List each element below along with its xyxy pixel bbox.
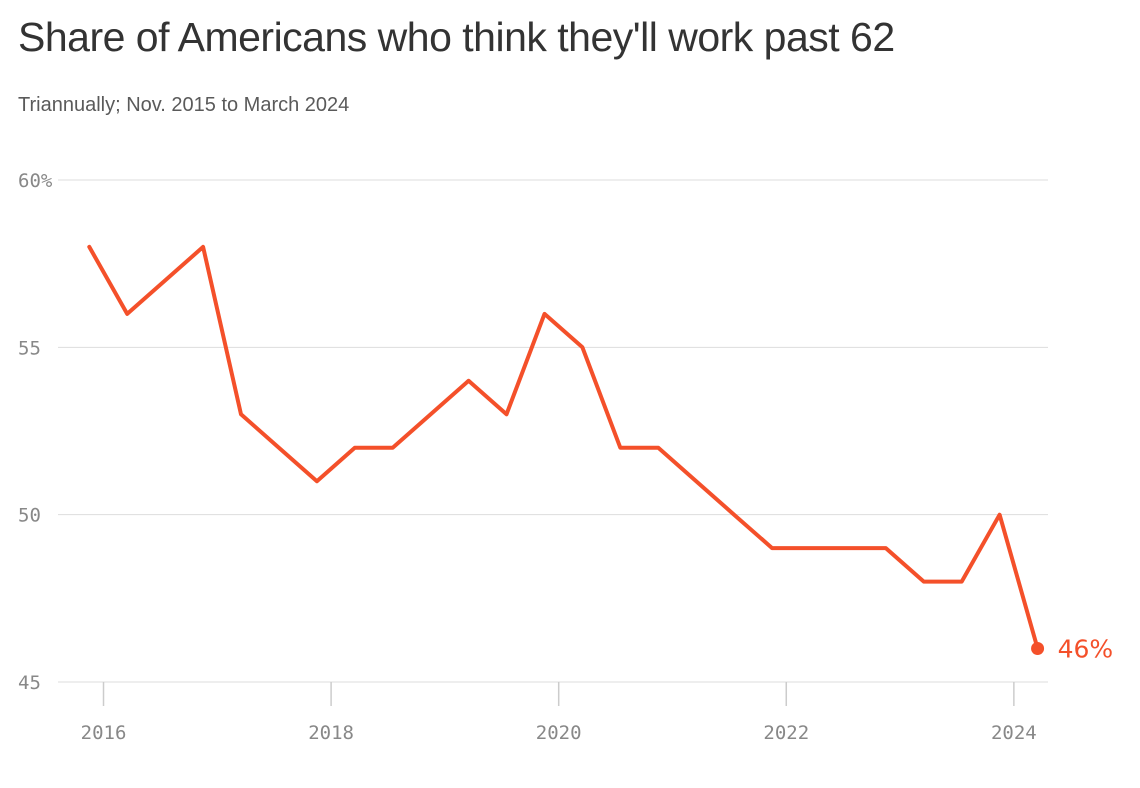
data-points: [1031, 642, 1045, 656]
x-tick-label: 2024: [991, 722, 1037, 744]
x-axis: 2016 2018 2020 2022 2024: [81, 682, 1037, 744]
grid-lines: [58, 179, 1048, 683]
series-line: [87, 244, 1040, 651]
x-tick-label: 2018: [308, 722, 354, 744]
y-tick-label: 45: [18, 672, 41, 694]
chart-title: Share of Americans who think they'll wor…: [18, 14, 895, 60]
y-tick-label: 50: [18, 505, 41, 527]
series: [87, 244, 1040, 651]
end-value-label: 46%: [1058, 635, 1114, 664]
y-axis: 60% 55 50 45: [18, 170, 53, 694]
x-tick-label: 2020: [536, 722, 582, 744]
end-point-marker: [1031, 642, 1045, 656]
chart-subtitle: Triannually; Nov. 2015 to March 2024: [18, 94, 350, 116]
x-tick-label: 2016: [81, 722, 127, 744]
y-tick-label: 55: [18, 337, 41, 359]
y-tick-label: 60%: [18, 170, 53, 192]
x-tick-label: 2022: [763, 722, 809, 744]
